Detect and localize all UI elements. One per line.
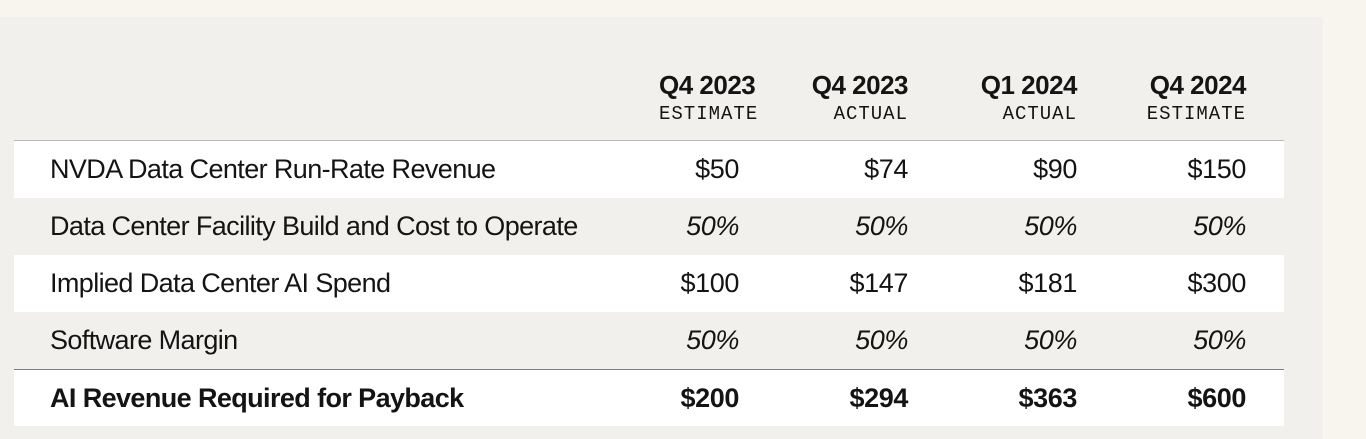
table-cell: 50% — [855, 211, 908, 241]
total-row: AI Revenue Required for Payback $200 $29… — [14, 369, 1284, 426]
table-cell: $147 — [849, 268, 909, 298]
column-header: Q1 2024 ACTUAL — [908, 70, 1078, 125]
column-type: ACTUAL — [1002, 103, 1077, 125]
table-card: Q4 2023 ESTIMATE Q4 2023 ACTUAL Q1 2024 … — [0, 17, 1323, 439]
table-cell: $200 — [680, 382, 740, 413]
table-row: Data Center Facility Build and Cost to O… — [14, 198, 1284, 255]
table-cell: 50% — [686, 211, 739, 241]
column-type: ESTIMATE — [1146, 103, 1246, 125]
row-label: AI Revenue Required for Payback — [50, 382, 464, 413]
table-row: Implied Data Center AI Spend $100 $147 $… — [14, 255, 1284, 312]
table-row: Software Margin 50% 50% 50% 50% — [14, 312, 1284, 369]
table-cell: $300 — [1187, 268, 1247, 298]
column-quarter: Q4 2023 — [659, 70, 756, 100]
row-label: Data Center Facility Build and Cost to O… — [50, 211, 578, 241]
row-label: NVDA Data Center Run-Rate Revenue — [50, 154, 496, 184]
table-cell: 50% — [1193, 211, 1246, 241]
table-cell: 50% — [686, 325, 739, 355]
table-cell: 50% — [1024, 325, 1077, 355]
table-cell: $294 — [849, 382, 909, 413]
payback-table: Q4 2023 ESTIMATE Q4 2023 ACTUAL Q1 2024 … — [14, 55, 1284, 426]
table-cell: $600 — [1187, 382, 1247, 413]
table-cell: $363 — [1018, 382, 1078, 413]
table-cell: 50% — [855, 325, 908, 355]
column-quarter: Q4 2023 — [811, 70, 909, 100]
table-cell: 50% — [1024, 211, 1077, 241]
column-quarter: Q1 2024 — [980, 70, 1078, 100]
column-type: ACTUAL — [833, 103, 908, 125]
table-cell: $150 — [1187, 154, 1247, 184]
column-header: Q4 2023 ACTUAL — [739, 70, 909, 125]
row-label: Implied Data Center AI Spend — [50, 268, 391, 298]
column-type: ESTIMATE — [659, 103, 759, 125]
column-quarter: Q4 2024 — [1149, 70, 1247, 100]
table-cell: $74 — [864, 154, 908, 184]
table-cell: $90 — [1033, 154, 1077, 184]
table-cell: 50% — [1193, 325, 1246, 355]
table-cell: $181 — [1018, 268, 1078, 298]
table-header-row: Q4 2023 ESTIMATE Q4 2023 ACTUAL Q1 2024 … — [14, 55, 1284, 141]
column-header: Q4 2023 ESTIMATE — [659, 70, 759, 125]
table-cell: $50 — [695, 154, 739, 184]
table-cell: $100 — [680, 268, 740, 298]
column-header: Q4 2024 ESTIMATE — [1077, 70, 1247, 125]
table-row: NVDA Data Center Run-Rate Revenue $50 $7… — [14, 141, 1284, 198]
row-label: Software Margin — [50, 325, 238, 355]
